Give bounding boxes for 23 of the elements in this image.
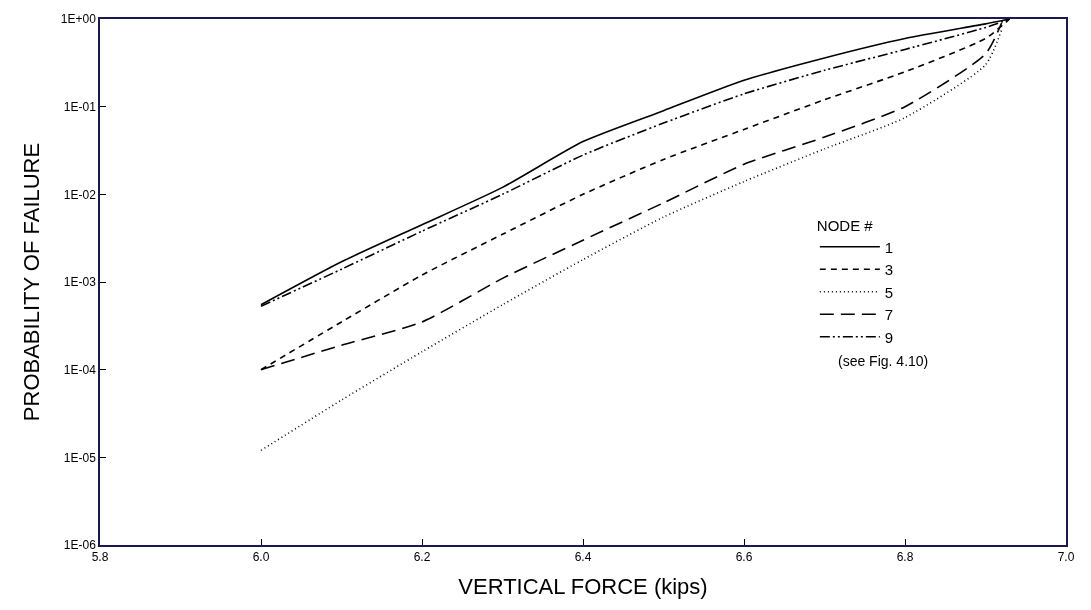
legend-label: 7 [884,306,894,324]
x-tick-label: 7.0 [1057,550,1075,565]
legend-label: 9 [884,328,894,346]
y-tick-label: 1E-02 [63,187,97,202]
y-tick-label: 1E-01 [63,99,97,114]
y-tick-label: 1E-05 [63,450,97,465]
x-tick-label: 6.4 [574,550,592,565]
y-axis-title: PROBABILITY OF FAILURE [19,142,45,422]
x-tick-label: 6.2 [413,550,431,565]
x-tick-label: 6.6 [735,550,753,565]
x-tick-label: 6.8 [896,550,914,565]
x-tick-label: 5.8 [91,550,109,565]
legend-label: 5 [884,283,894,301]
y-tick-label: 1E+00 [60,12,97,27]
legend-label: 1 [884,238,894,256]
legend-label: 3 [884,261,894,279]
x-tick-label: 6.0 [252,550,270,565]
y-tick-label: 1E-04 [63,362,97,377]
annotation: (see Fig. 4.10) [838,353,929,369]
y-tick-label: 1E-03 [63,275,97,290]
legend-title: NODE # [816,216,874,234]
y-tick-label: 1E-06 [63,538,97,553]
x-axis-title: VERTICAL FORCE (kips) [458,573,708,599]
